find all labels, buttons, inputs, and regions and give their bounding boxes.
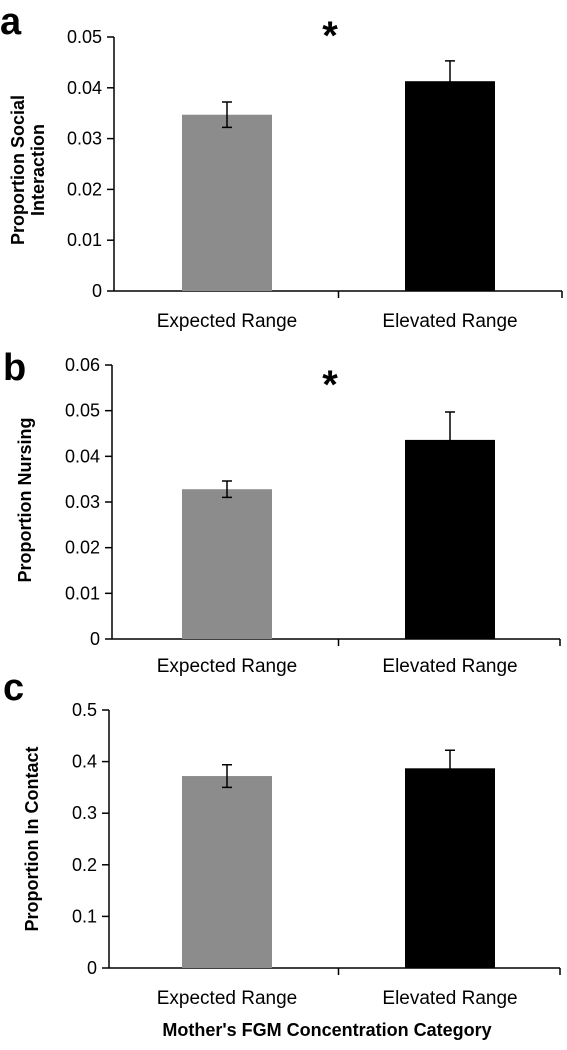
x-axis-title: Mother's FGM Concentration Category [162,1020,491,1040]
error-bar-c-elevated [445,749,455,788]
bar-b-expected [182,489,272,639]
y-tick-label-b: 0.04 [65,446,100,466]
y-tick-label-a: 0.03 [67,129,102,149]
panel-letter-c: c [3,667,24,709]
bar-c-elevated [405,768,495,968]
y-tick-label-b: 0.05 [65,401,100,421]
error-bar-b-elevated [445,411,455,469]
bar-c-expected [182,776,272,968]
error-bar-b-expected [222,480,232,499]
significance-marker-a: * [322,14,338,58]
y-tick-label-a: 0.01 [67,230,102,250]
category-label-c: Elevated Range [382,988,517,1009]
panel-letter-a: a [0,1,22,43]
category-label-b: Expected Range [157,656,298,677]
category-label-b: Elevated Range [382,656,517,677]
error-bar-a-expected [222,101,232,129]
category-label-a: Expected Range [157,311,298,332]
y-tick-label-b: 0.03 [65,492,100,512]
y-axis-title-a: Proportion SocialInteraction [8,95,48,245]
panel-letter-b: b [3,347,26,389]
bar-a-expected [182,114,272,291]
category-label-c: Expected Range [157,988,298,1009]
error-bar-a-elevated [445,60,455,103]
y-tick-label-a: 0.04 [67,78,102,98]
category-label-a: Elevated Range [382,311,517,332]
y-tick-label-c: 0.4 [72,752,97,772]
y-axis-title-c: Proportion In Contact [22,747,42,932]
y-tick-label-c: 0.1 [72,906,97,926]
y-tick-label-b: 0.02 [65,538,100,558]
bar-a-elevated [405,81,495,291]
y-tick-label-a: 0.02 [67,179,102,199]
y-tick-label-c: 0.3 [72,803,97,823]
y-tick-label-c: 0 [87,958,97,978]
y-tick-label-c: 0.2 [72,855,97,875]
y-tick-label-a: 0 [92,281,102,301]
bar-b-elevated [405,439,495,639]
y-tick-label-b: 0 [90,629,100,649]
y-tick-label-b: 0.01 [65,583,100,603]
y-tick-label-b: 0.06 [65,355,100,375]
significance-marker-b: * [322,363,338,407]
y-tick-label-c: 0.5 [72,700,97,720]
error-bar-c-expected [222,763,232,789]
y-tick-label-a: 0.05 [67,27,102,47]
y-axis-title-b: Proportion Nursing [15,418,35,583]
